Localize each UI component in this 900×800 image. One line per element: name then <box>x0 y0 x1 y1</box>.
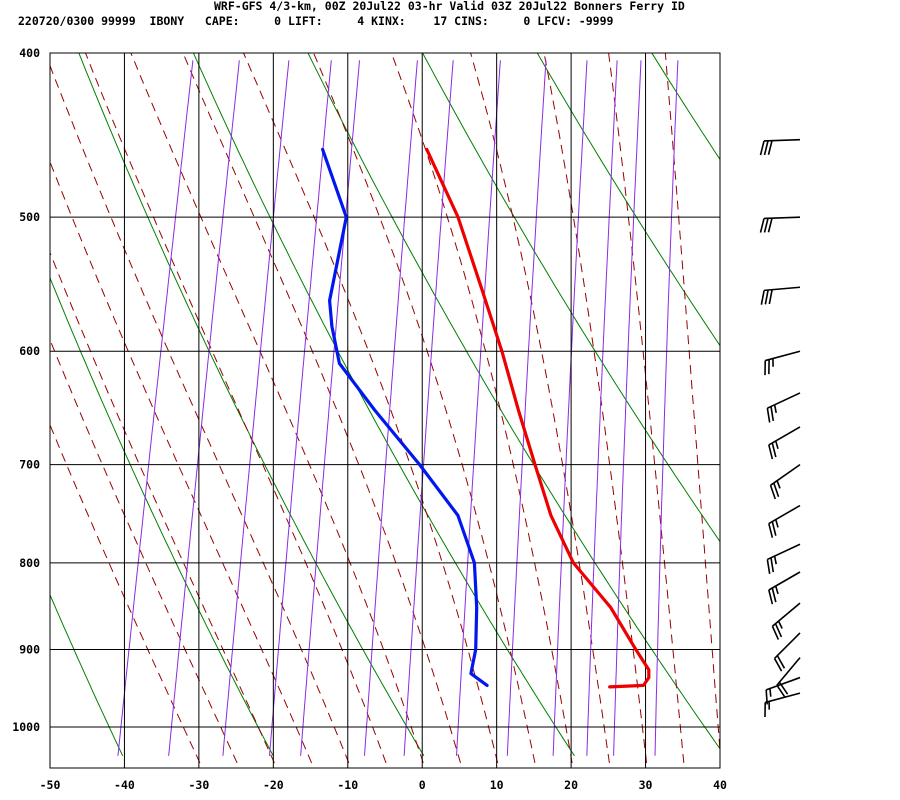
wind-barb <box>771 602 801 640</box>
dry-adiabat <box>536 53 720 347</box>
dewpoint-profile <box>321 147 489 687</box>
dry-adiabat <box>422 53 720 543</box>
mixing-ratio-line <box>117 60 194 756</box>
moist-adiabat <box>50 338 238 764</box>
wind-barb <box>764 692 801 718</box>
moist-adiabat <box>313 53 536 763</box>
mixing-ratio-line <box>300 60 360 756</box>
temp-tick-label: -50 <box>40 778 61 792</box>
chart-title: WRF-GFS 4/3-km, 00Z 20Jul22 03-hr Valid … <box>214 0 685 13</box>
moist-adiabat <box>50 251 275 764</box>
pressure-tick-label: 600 <box>19 344 40 358</box>
wind-barb <box>766 543 801 574</box>
wind-barb <box>776 657 801 698</box>
dry-adiabat <box>878 49 900 756</box>
sounding-profiles <box>321 147 651 689</box>
mixing-ratio-line <box>506 60 547 756</box>
moist-adiabat <box>242 53 499 764</box>
temp-tick-label: 20 <box>564 778 578 792</box>
moist-adiabat <box>182 53 461 764</box>
moist-adiabat <box>390 53 573 763</box>
wind-barb <box>769 463 801 500</box>
wind-barbs <box>759 138 801 718</box>
mixing-ratio-line <box>364 60 418 756</box>
plot-frame <box>49 52 721 769</box>
pressure-tick-labels: 400 500 600 700 800 900 1000 <box>12 46 40 734</box>
grid-lines <box>50 53 720 768</box>
moist-adiabat <box>543 53 648 763</box>
moist-adiabat <box>50 423 201 764</box>
temp-tick-label: 40 <box>713 778 727 792</box>
temp-tick-label: 10 <box>490 778 504 792</box>
dry-adiabat <box>78 53 425 757</box>
mixing-ratio-line <box>168 60 240 756</box>
moist-adiabat <box>130 53 424 764</box>
dry-adiabat <box>307 53 720 750</box>
mixing-ratio-line <box>269 60 332 756</box>
wind-barb <box>764 350 801 376</box>
temp-tick-label: -30 <box>188 778 209 792</box>
dry-adiabat <box>50 276 274 757</box>
dry-adiabat <box>764 49 900 756</box>
dry-adiabat <box>50 593 124 757</box>
mixing-ratio-line <box>456 60 501 756</box>
pressure-tick-label: 700 <box>19 458 40 472</box>
pressure-tick-label: 800 <box>19 556 40 570</box>
wind-barb <box>759 216 801 233</box>
mixing-ratio-line <box>613 60 642 756</box>
pressure-tick-label: 900 <box>19 642 40 656</box>
wind-barb <box>768 571 801 605</box>
moist-adiabat <box>608 53 685 763</box>
wind-barb <box>759 138 801 156</box>
moist-adiabat <box>664 53 720 756</box>
wind-barb <box>768 504 801 538</box>
mixing-ratio-line <box>552 60 588 756</box>
temp-tick-label: -10 <box>337 778 358 792</box>
pressure-tick-label: 1000 <box>12 720 40 734</box>
temp-tick-label: -20 <box>263 778 284 792</box>
mixing-ratio-line <box>222 60 290 756</box>
moist-adiabat <box>50 64 350 764</box>
stability-indices: 220720/0300 99999 IBONY CAPE: 0 LIFT: 4 … <box>18 14 614 28</box>
temperature-tick-labels: -50 -40 -30 -20 -10 0 10 20 30 40 <box>40 778 727 792</box>
pressure-tick-label: 400 <box>19 46 40 60</box>
wind-barb <box>768 426 801 460</box>
wind-barb <box>773 632 801 672</box>
mixing-ratio-line <box>403 60 454 756</box>
temp-tick-label: -40 <box>114 778 135 792</box>
mixing-ratio-line <box>654 60 679 756</box>
temp-tick-label: 0 <box>419 778 426 792</box>
moist-adiabat <box>50 160 313 764</box>
temperature-profile <box>425 147 651 689</box>
wind-barb <box>760 286 801 305</box>
moist-adiabat <box>470 53 610 763</box>
mixing-ratio-line <box>586 60 618 756</box>
pressure-tick-label: 500 <box>19 210 40 224</box>
moist-adiabat <box>84 53 387 764</box>
wind-barb <box>766 392 801 423</box>
temp-tick-label: 30 <box>639 778 653 792</box>
